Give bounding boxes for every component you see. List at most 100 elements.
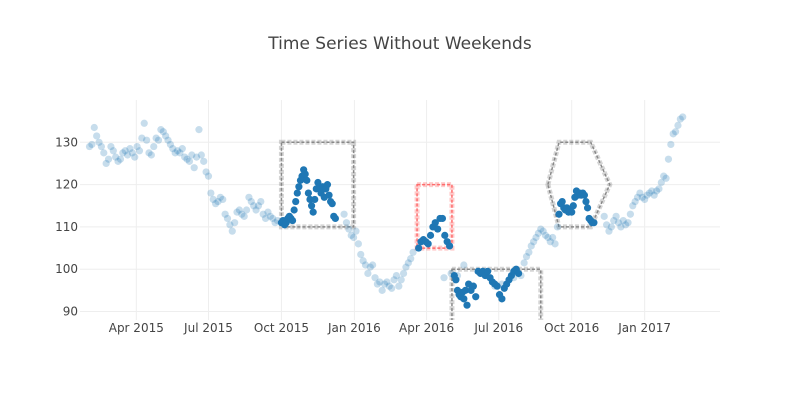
data-point	[192, 153, 201, 161]
data-point	[537, 225, 545, 233]
data-point	[534, 229, 542, 237]
data-point	[143, 136, 151, 144]
data-point	[116, 155, 125, 163]
data-point	[551, 240, 559, 248]
data-point	[242, 206, 251, 214]
data-point	[364, 269, 372, 278]
data-point	[164, 136, 172, 144]
data-point	[544, 233, 552, 242]
data-point	[166, 140, 175, 149]
data-point	[107, 142, 115, 151]
data-point	[311, 195, 319, 204]
data-point	[271, 219, 279, 227]
data-point	[636, 189, 644, 197]
data-point	[150, 142, 158, 151]
data-point	[539, 227, 547, 235]
data-point	[622, 221, 630, 229]
data-point	[200, 157, 208, 165]
data-point	[633, 193, 642, 201]
data-point	[555, 210, 563, 218]
data-point	[590, 219, 598, 227]
data-point	[123, 151, 132, 159]
data-point	[484, 267, 492, 275]
data-point	[185, 157, 194, 165]
data-point	[352, 227, 360, 235]
data-point	[252, 206, 260, 214]
data-point	[371, 274, 379, 282]
data-point	[660, 172, 668, 180]
data-point	[235, 206, 244, 214]
data-point	[292, 197, 300, 206]
data-point	[498, 295, 506, 303]
data-point	[662, 174, 670, 182]
x-tick-label: Apr 2015	[109, 321, 164, 335]
data-point	[553, 223, 562, 231]
data-point	[152, 134, 160, 142]
data-point	[85, 142, 94, 151]
data-point	[309, 208, 317, 216]
data-point	[301, 170, 309, 178]
data-point	[345, 225, 353, 233]
data-point	[128, 149, 136, 157]
data-point	[126, 145, 134, 153]
data-point	[171, 149, 179, 157]
data-point	[119, 149, 127, 157]
data-point	[629, 202, 637, 210]
data-point	[431, 219, 439, 227]
data-point	[102, 159, 110, 168]
data-point	[378, 286, 386, 294]
series-1	[85, 113, 687, 294]
data-point	[380, 280, 389, 288]
data-point	[607, 223, 615, 231]
data-point	[600, 212, 608, 220]
data-point	[223, 214, 232, 223]
data-point	[440, 274, 448, 282]
data-point	[261, 214, 270, 223]
data-point	[667, 140, 675, 149]
data-point	[88, 140, 96, 149]
data-point	[154, 136, 163, 144]
data-point	[648, 187, 656, 195]
data-point	[97, 142, 106, 151]
gray-dashed-hexagon	[547, 141, 611, 228]
data-point	[527, 242, 535, 250]
data-point	[657, 178, 665, 187]
x-tick-label: Oct 2015	[254, 321, 309, 335]
data-point	[238, 210, 246, 218]
data-point	[135, 147, 144, 155]
data-point	[257, 197, 265, 206]
data-point	[520, 259, 528, 267]
data-point	[138, 134, 146, 142]
data-point	[176, 149, 184, 157]
data-point	[254, 202, 263, 210]
data-point	[676, 115, 684, 123]
data-point	[626, 210, 634, 218]
data-point	[376, 278, 384, 286]
data-point	[325, 191, 333, 199]
data-point	[397, 276, 405, 284]
data-point	[441, 231, 449, 239]
y-tick-label: 90	[63, 305, 78, 319]
data-point	[145, 149, 153, 157]
data-point	[472, 293, 480, 301]
data-point	[219, 195, 227, 204]
data-point	[415, 244, 423, 252]
data-point	[385, 282, 393, 290]
data-point	[202, 168, 210, 176]
data-point	[610, 216, 618, 225]
data-point	[204, 172, 213, 180]
data-point	[247, 197, 255, 206]
data-point	[307, 202, 316, 210]
chart-title: Time Series Without Weekends	[268, 34, 532, 54]
data-point	[226, 221, 234, 229]
x-axis: Apr 2015 Jul 2015 Oct 2015 Jan 2016 Apr 2016…	[109, 321, 671, 335]
data-point	[264, 208, 272, 216]
data-point	[293, 189, 301, 197]
data-point	[169, 145, 177, 153]
y-tick-label: 130	[55, 135, 78, 149]
data-point	[212, 200, 220, 208]
data-point	[445, 242, 454, 250]
data-point	[131, 153, 139, 161]
data-point	[350, 233, 358, 242]
data-point	[250, 202, 258, 210]
